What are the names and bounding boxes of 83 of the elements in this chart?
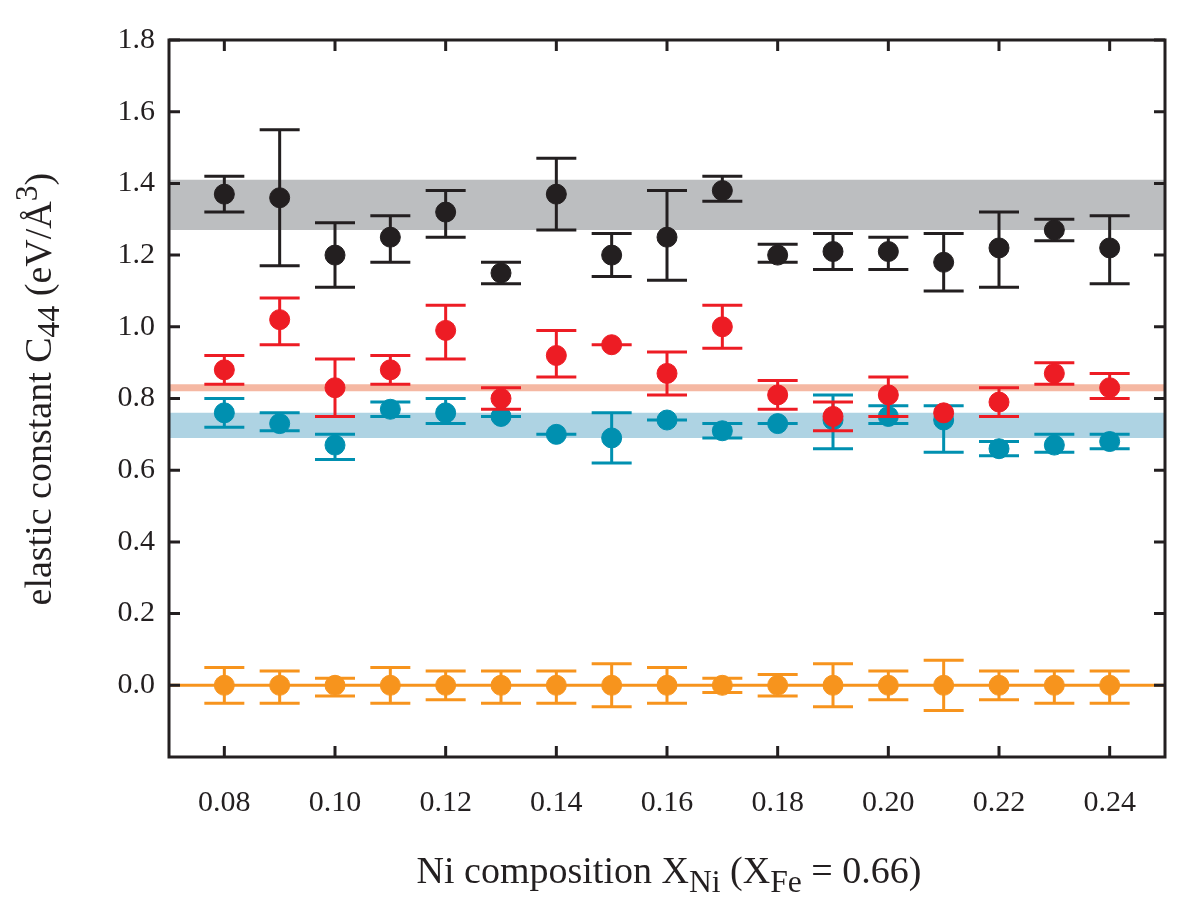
point — [601, 334, 623, 356]
point — [324, 244, 346, 266]
point — [711, 674, 733, 696]
point — [933, 251, 955, 273]
point — [1043, 434, 1065, 456]
point — [545, 674, 567, 696]
point — [213, 359, 235, 381]
point — [435, 402, 457, 424]
point — [435, 319, 457, 341]
point — [656, 674, 678, 696]
point — [767, 244, 789, 266]
x-tick-label: 0.14 — [530, 783, 583, 817]
point — [490, 262, 512, 284]
point — [213, 183, 235, 205]
point — [379, 398, 401, 420]
point — [213, 674, 235, 696]
y-tick-label: 1.0 — [117, 307, 155, 341]
x-tick-label: 0.22 — [972, 783, 1026, 817]
point — [1043, 219, 1065, 241]
y-tick-label: 1.6 — [117, 92, 155, 126]
point — [656, 362, 678, 384]
point — [988, 674, 1010, 696]
point — [601, 427, 623, 449]
point — [213, 402, 235, 424]
x-tick-label: 0.10 — [308, 783, 362, 817]
point — [1099, 237, 1121, 259]
point — [269, 413, 291, 435]
y-tick-label: 0.4 — [117, 522, 155, 556]
point — [601, 674, 623, 696]
y-tick-label: 0.6 — [117, 451, 155, 485]
point — [1099, 431, 1121, 453]
point — [711, 316, 733, 338]
point — [435, 201, 457, 223]
point — [379, 674, 401, 696]
point — [545, 344, 567, 366]
point — [988, 237, 1010, 259]
x-axis-title: Ni composition X$_{Ni}$ (X$_{Fe}$ = 0.66) — [415, 848, 923, 900]
point — [324, 674, 346, 696]
y-tick-label: 0.2 — [117, 594, 155, 628]
point — [767, 674, 789, 696]
x-tick-label: 0.20 — [862, 783, 915, 817]
point — [324, 434, 346, 456]
point — [767, 413, 789, 435]
x-tick-label: 0.16 — [640, 783, 694, 817]
y-tick-label: 1.4 — [117, 164, 155, 198]
x-tick-label: 0.24 — [1083, 783, 1136, 817]
x-tick-label: 0.08 — [198, 783, 251, 817]
point — [877, 674, 899, 696]
point — [988, 438, 1010, 460]
point — [601, 244, 623, 266]
point — [877, 384, 899, 406]
point — [490, 674, 512, 696]
point — [1043, 674, 1065, 696]
point — [269, 309, 291, 331]
point — [933, 402, 955, 424]
point — [822, 674, 844, 696]
point — [490, 388, 512, 409]
y-tick-label: 0.0 — [117, 666, 155, 700]
point — [711, 420, 733, 442]
x-tick-label: 0.18 — [751, 783, 804, 817]
point — [379, 359, 401, 381]
point — [877, 241, 899, 263]
point — [933, 674, 955, 696]
point — [269, 674, 291, 696]
point — [324, 377, 346, 399]
point — [435, 674, 457, 696]
point — [545, 183, 567, 205]
point — [822, 241, 844, 263]
point — [545, 423, 567, 445]
x-tick-label: 0.12 — [419, 783, 472, 817]
y-tick-label: 1.8 — [117, 20, 155, 54]
point — [767, 384, 789, 406]
point — [379, 226, 401, 248]
point — [269, 187, 291, 209]
point — [988, 391, 1010, 413]
y-tick-label: 1.2 — [117, 235, 155, 269]
y-tick-label: 0.8 — [117, 379, 155, 413]
point — [1043, 362, 1065, 384]
point — [711, 180, 733, 202]
point — [656, 409, 678, 431]
point — [1099, 674, 1121, 696]
point — [1099, 377, 1121, 399]
point — [656, 226, 678, 248]
